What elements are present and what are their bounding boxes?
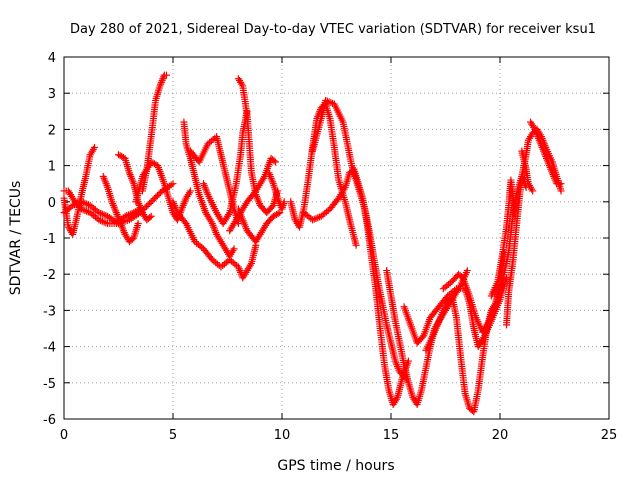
y-tick-label: 3	[48, 87, 56, 102]
data-point	[149, 196, 157, 204]
data-series	[287, 100, 360, 249]
data-series	[180, 118, 238, 260]
data-series	[99, 172, 142, 246]
x-tick-label: 20	[492, 428, 509, 443]
data-point	[150, 160, 158, 168]
data-series	[487, 176, 519, 300]
data-series	[132, 158, 194, 224]
y-tick-label: -1	[43, 232, 56, 247]
data-series	[518, 147, 537, 195]
data-point	[557, 180, 565, 188]
data-point	[162, 71, 170, 79]
data-point	[152, 193, 160, 201]
data-point	[186, 187, 194, 195]
data-series	[265, 169, 288, 213]
data-point	[169, 180, 177, 188]
data-series	[527, 118, 565, 188]
y-tick-label: 0	[48, 196, 56, 211]
data-point	[147, 198, 155, 206]
data-point	[144, 201, 152, 209]
data-points	[60, 71, 565, 416]
data-point	[270, 157, 278, 165]
y-tick-label: -3	[43, 304, 56, 319]
y-tick-label: -5	[43, 377, 56, 392]
data-point	[181, 218, 189, 226]
data-series	[234, 75, 282, 217]
data-point	[150, 195, 158, 203]
chart-title: Day 280 of 2021, Sidereal Day-to-day VTE…	[70, 22, 596, 37]
data-point	[463, 267, 471, 275]
y-tick-label: 1	[48, 160, 56, 175]
data-point	[146, 213, 154, 221]
x-axis-label: GPS time / hours	[277, 458, 394, 474]
data-point	[271, 158, 279, 166]
data-point	[155, 190, 163, 198]
y-tick-label: -2	[43, 268, 56, 283]
y-axis-label: SDTVAR / TECUs	[8, 181, 24, 296]
y-tick-label: -4	[43, 341, 56, 356]
x-tick-label: 15	[383, 428, 400, 443]
data-point	[557, 187, 565, 195]
data-series	[234, 205, 284, 246]
x-tick-label: 10	[274, 428, 291, 443]
data-point	[230, 245, 238, 253]
data-point	[118, 153, 126, 161]
x-tick-label: 0	[60, 428, 68, 443]
data-series	[309, 96, 410, 383]
axis-ticks: 0 5 10 15 20 25 -6 -5 -4 -3 -2 -1 0 1 2 3 4	[43, 51, 617, 443]
y-tick-label: 4	[48, 51, 56, 66]
data-point	[273, 210, 281, 218]
y-tick-label: 2	[48, 123, 56, 138]
data-point	[529, 187, 537, 195]
data-point	[146, 199, 154, 207]
data-point	[134, 220, 142, 228]
data-point	[153, 192, 161, 200]
data-point	[268, 203, 276, 211]
data-point	[352, 241, 360, 249]
data-point	[274, 210, 282, 218]
data-point	[276, 209, 284, 217]
data-series	[169, 198, 260, 282]
y-tick-label: -6	[43, 413, 56, 428]
data-point	[91, 144, 99, 151]
x-tick-label: 5	[169, 428, 177, 443]
x-tick-label: 25	[601, 428, 618, 443]
data-point	[280, 198, 288, 206]
data-point	[147, 212, 155, 220]
data-point	[207, 254, 215, 262]
data-point	[404, 357, 412, 365]
data-point	[143, 202, 151, 210]
